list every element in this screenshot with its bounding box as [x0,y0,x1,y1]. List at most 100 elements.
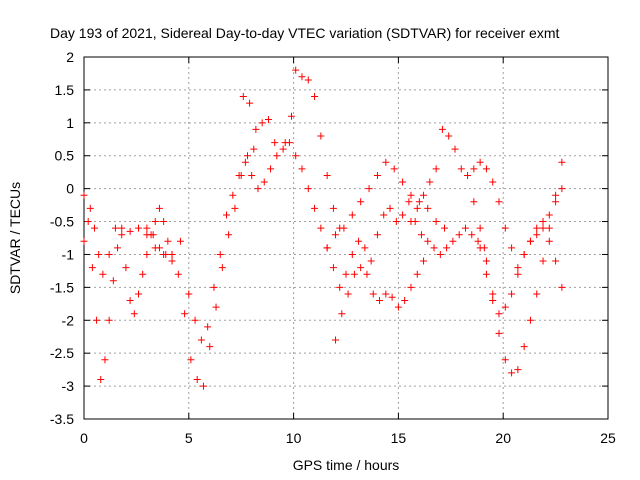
data-point [382,158,390,166]
data-point [176,237,184,245]
data-point [482,257,490,265]
plot-frame [83,56,609,420]
data-point [229,191,237,199]
data-point [394,303,402,311]
data-point [441,224,449,232]
data-point [93,316,101,324]
data-point [210,283,218,291]
data-point [97,376,105,384]
data-points [80,66,566,390]
series-sat-i [407,125,566,272]
data-point [311,204,319,212]
data-point [118,224,126,232]
data-point [288,112,296,120]
data-point [332,231,340,239]
data-point [264,116,272,124]
y-tick-label: -3.5 [50,411,74,427]
data-point [369,290,377,298]
data-point [415,198,423,206]
data-point [399,211,407,219]
data-point [420,257,428,265]
data-point [350,270,358,278]
data-point [143,224,151,232]
data-point [185,290,193,298]
data-point [271,139,279,147]
data-point [508,369,516,377]
data-point [482,165,490,173]
data-point [558,185,566,193]
data-point [357,264,365,272]
data-point [392,218,400,226]
data-point [304,185,312,193]
data-point [197,336,205,344]
data-point [373,231,381,239]
data-point [304,76,312,84]
data-point [449,237,457,245]
data-point [126,297,134,305]
data-point [495,198,503,206]
data-point [417,231,425,239]
data-point [545,224,553,232]
series-sat-b [80,191,176,384]
data-point [218,264,226,272]
data-point [445,132,453,140]
data-point [273,152,281,160]
data-point [344,290,352,298]
data-point [134,290,142,298]
data-point [317,132,325,140]
data-point [365,185,373,193]
data-point [80,237,88,245]
data-point [508,244,516,252]
data-point [258,119,266,127]
data-point [212,303,220,311]
data-point [109,277,117,285]
data-point [514,270,522,278]
data-point [407,283,415,291]
data-point [114,244,122,252]
series-sat-d [239,92,279,147]
data-point [489,290,497,298]
data-point [105,250,113,258]
x-tick-label: 0 [80,430,88,446]
data-point [545,237,553,245]
data-point [470,165,478,173]
data-point [149,231,157,239]
data-point [250,145,258,153]
data-point [332,336,340,344]
chart-title: Day 193 of 2021, Sidereal Day-to-day VTE… [50,25,559,41]
data-point [279,145,287,153]
data-point [151,218,159,226]
data-point [430,244,438,252]
data-point [373,171,381,179]
y-tick-label: -2.5 [50,345,74,361]
data-point [476,244,484,252]
data-point [539,218,547,226]
data-point [241,158,249,166]
data-point [248,171,256,179]
data-point [451,145,459,153]
data-point [558,158,566,166]
data-point [348,211,356,219]
data-point [443,244,451,252]
series-sat-a [80,139,331,344]
data-point [298,165,306,173]
y-axis-label: SDTVAR / TECUs [7,182,23,294]
data-point [193,376,201,384]
data-point [139,270,147,278]
y-tick-label: 1.5 [55,82,75,98]
data-point [164,237,172,245]
y-tick-label: -1.5 [50,279,74,295]
data-point [526,316,534,324]
data-point [191,316,199,324]
data-point [199,382,207,390]
axis-ticks: 0 5 10 15 20 25 -3.5 -3 -2.5 -2 -1.5 -1 -0.5 0 0.5 1 1.5… [50,49,616,446]
data-point [260,178,268,186]
data-point [539,257,547,265]
data-point [468,231,476,239]
data-point [386,204,394,212]
data-point [501,224,509,232]
x-axis-label: GPS time / hours [293,457,400,473]
data-point [204,323,212,331]
y-tick-label: 2 [66,49,74,65]
